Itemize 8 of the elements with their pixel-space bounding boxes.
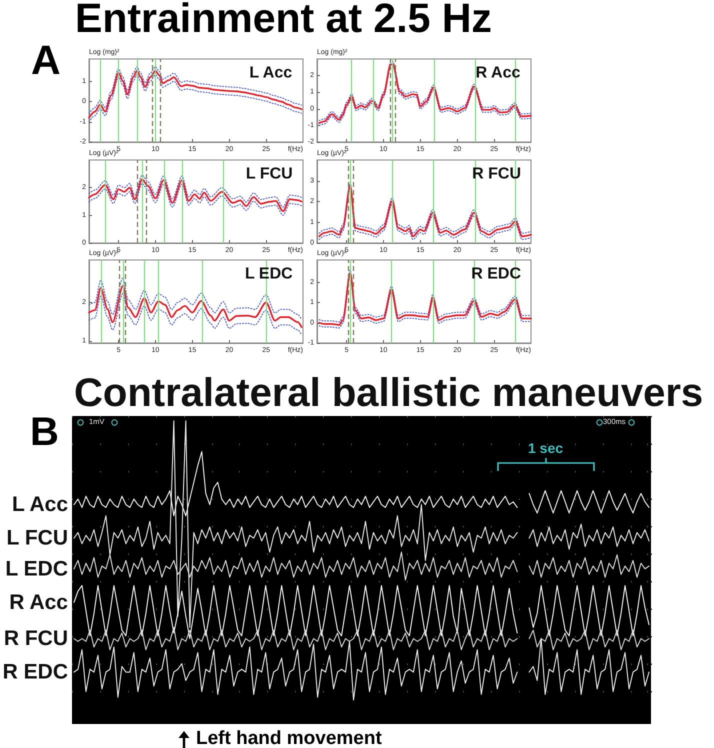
- text: A: [31, 37, 61, 83]
- chart-title: R EDC: [471, 266, 522, 282]
- chart-title: R Acc: [476, 64, 521, 82]
- chart-title: R FCU: [472, 166, 522, 182]
- chart-title: L FCU: [246, 166, 293, 182]
- chart-title: L EDC: [245, 266, 294, 282]
- chart-title: L Acc: [249, 64, 292, 82]
- text: Entrainment at 2.5 Hz: [75, 0, 492, 41]
